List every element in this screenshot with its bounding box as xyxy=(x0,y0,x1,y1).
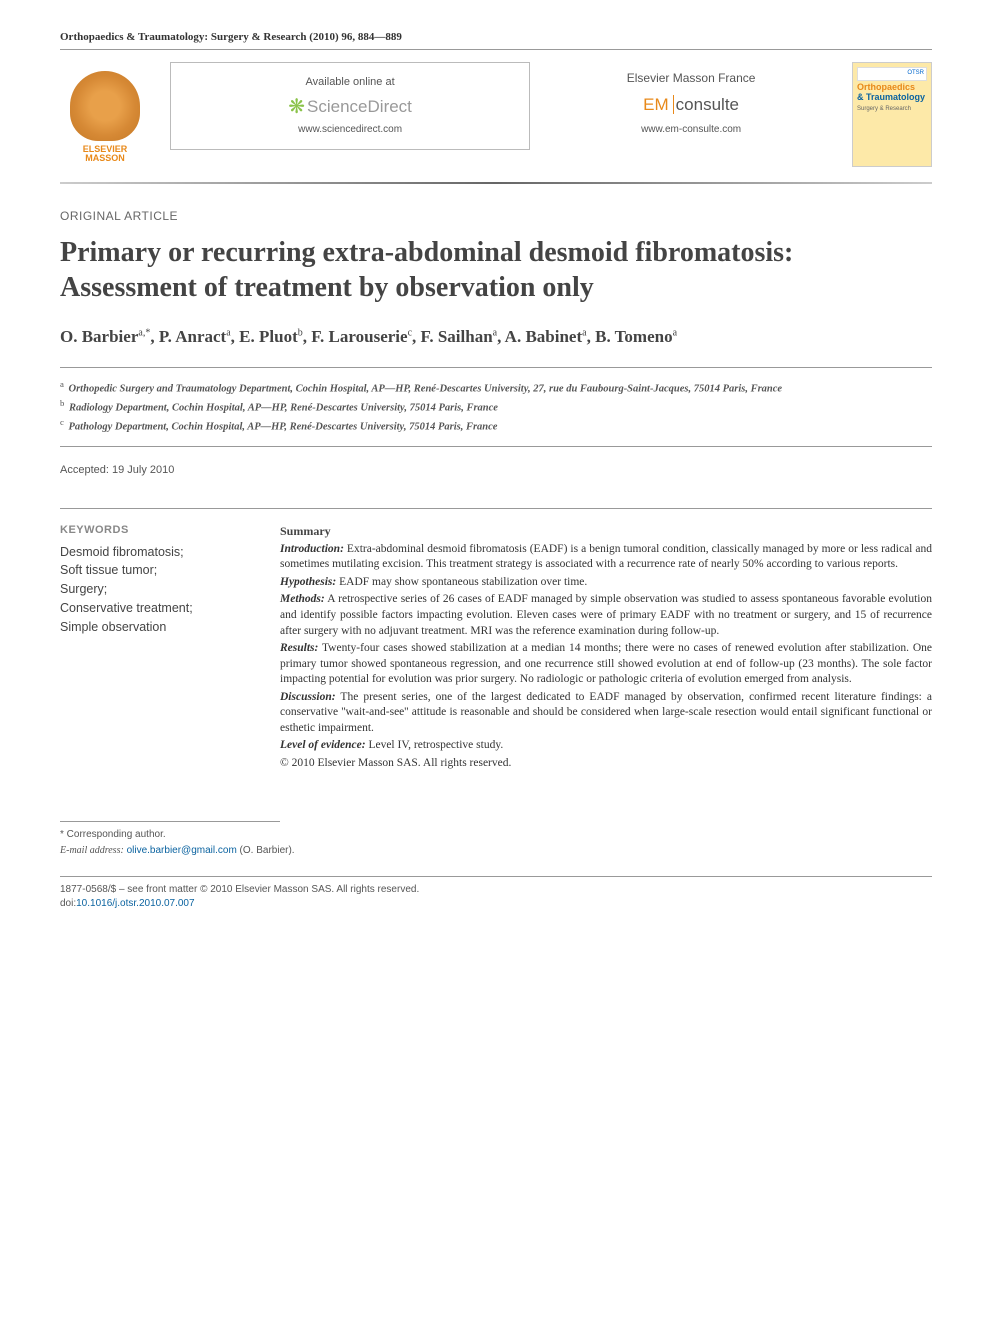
cover-otsr-badge: OTSR xyxy=(857,67,927,81)
corresponding-author: * Corresponding author. xyxy=(60,828,932,842)
sciencedirect-icon: ❋ xyxy=(288,97,305,117)
abstract-hypothesis: Hypothesis: EADF may show spontaneous st… xyxy=(280,575,932,591)
citation-line: Orthopaedics & Traumatology: Surgery & R… xyxy=(60,30,932,50)
header-divider xyxy=(60,182,932,184)
emconsulte-logo: EMconsulte xyxy=(550,93,832,117)
front-matter: 1877-0568/$ – see front matter © 2010 El… xyxy=(60,876,932,911)
keywords-column: KEYWORDS Desmoid fibromatosis;Soft tissu… xyxy=(60,523,250,771)
article-title: Primary or recurring extra-abdominal des… xyxy=(60,235,932,305)
publisher-line1: ELSEVIER xyxy=(83,144,128,154)
sciencedirect-url[interactable]: www.sciencedirect.com xyxy=(181,123,519,137)
keywords-list: Desmoid fibromatosis;Soft tissue tumor;S… xyxy=(60,543,250,637)
keywords-heading: KEYWORDS xyxy=(60,523,250,538)
res-label: Results: xyxy=(280,642,318,654)
meth-label: Methods: xyxy=(280,593,325,605)
cover-subtitle: Surgery & Research xyxy=(857,105,927,113)
em-prefix: EM xyxy=(643,95,674,114)
res-text: Twenty-four cases showed stabilization a… xyxy=(280,642,932,685)
header-row: ELSEVIER MASSON Available online at ❋ Sc… xyxy=(60,62,932,172)
footnote-rule xyxy=(60,821,280,822)
email-line: E-mail address: olive.barbier@gmail.com … xyxy=(60,844,932,858)
summary-heading: Summary xyxy=(280,523,932,540)
intro-text: Extra-abdominal desmoid fibromatosis (EA… xyxy=(280,543,932,571)
abstract-copyright: © 2010 Elsevier Masson SAS. All rights r… xyxy=(280,756,932,772)
journal-cover: OTSR Orthopaedics & Traumatology Surgery… xyxy=(852,62,932,167)
disc-text: The present series, one of the largest d… xyxy=(280,691,932,734)
meth-text: A retrospective series of 26 cases of EA… xyxy=(280,593,932,636)
keywords-abstract-row: KEYWORDS Desmoid fibromatosis;Soft tissu… xyxy=(60,508,932,771)
accepted-date: Accepted: 19 July 2010 xyxy=(60,463,932,478)
affiliation-c-text: Pathology Department, Cochin Hospital, A… xyxy=(69,422,498,433)
abstract-methods: Methods: A retrospective series of 26 ca… xyxy=(280,592,932,639)
affiliation-c: c Pathology Department, Cochin Hospital,… xyxy=(60,416,932,435)
elsevier-tree-icon xyxy=(70,71,140,141)
emconsulte-url[interactable]: www.em-consulte.com xyxy=(550,123,832,137)
email-address[interactable]: olive.barbier@gmail.com xyxy=(127,845,237,856)
affiliation-b-text: Radiology Department, Cochin Hospital, A… xyxy=(69,403,498,414)
sciencedirect-block: Available online at ❋ ScienceDirect www.… xyxy=(170,62,530,149)
intro-label: Introduction: xyxy=(280,543,344,555)
cover-amp: & xyxy=(857,92,864,102)
publisher-line2: MASSON xyxy=(85,153,125,163)
doi-prefix: doi: xyxy=(60,898,76,909)
abstract-discussion: Discussion: The present series, one of t… xyxy=(280,690,932,737)
cover-title-orthopaedics: Orthopaedics xyxy=(857,82,915,92)
sciencedirect-text: ScienceDirect xyxy=(307,95,412,119)
affiliation-a-text: Orthopedic Surgery and Traumatology Depa… xyxy=(69,383,783,394)
abstract-results: Results: Twenty-four cases showed stabil… xyxy=(280,641,932,688)
cover-title-traumatology: Traumatology xyxy=(866,92,925,102)
abstract-introduction: Introduction: Extra-abdominal desmoid fi… xyxy=(280,542,932,573)
hyp-label: Hypothesis: xyxy=(280,576,336,588)
doi-link[interactable]: 10.1016/j.otsr.2010.07.007 xyxy=(76,898,194,909)
email-author: (O. Barbier). xyxy=(237,845,295,856)
affiliation-a: a Orthopedic Surgery and Traumatology De… xyxy=(60,378,932,397)
article-type: ORIGINAL ARTICLE xyxy=(60,208,932,225)
affiliation-b: b Radiology Department, Cochin Hospital,… xyxy=(60,397,932,416)
publisher-logo: ELSEVIER MASSON xyxy=(60,62,150,172)
email-label: E-mail address: xyxy=(60,845,124,856)
abstract-level-of-evidence: Level of evidence: Level IV, retrospecti… xyxy=(280,738,932,754)
loe-text: Level IV, retrospective study. xyxy=(366,739,504,751)
emconsulte-block: Elsevier Masson France EMconsulte www.em… xyxy=(550,62,832,137)
available-online-label: Available online at xyxy=(181,75,519,90)
doi-line: doi:10.1016/j.otsr.2010.07.007 xyxy=(60,897,932,911)
publisher-name: ELSEVIER MASSON xyxy=(83,145,128,165)
hyp-text: EADF may show spontaneous stabilization … xyxy=(336,576,587,588)
authors-list: O. Barbiera,*, P. Anracta, E. Pluotb, F.… xyxy=(60,325,932,349)
front-matter-text: 1877-0568/$ – see front matter © 2010 El… xyxy=(60,883,932,897)
sciencedirect-logo: ❋ ScienceDirect xyxy=(181,95,519,119)
disc-label: Discussion: xyxy=(280,691,336,703)
em-france-label: Elsevier Masson France xyxy=(550,70,832,87)
em-consulte-text: consulte xyxy=(676,95,739,114)
affiliations: a Orthopedic Surgery and Traumatology De… xyxy=(60,367,932,447)
summary-column: Summary Introduction: Extra-abdominal de… xyxy=(280,523,932,771)
loe-label: Level of evidence: xyxy=(280,739,366,751)
